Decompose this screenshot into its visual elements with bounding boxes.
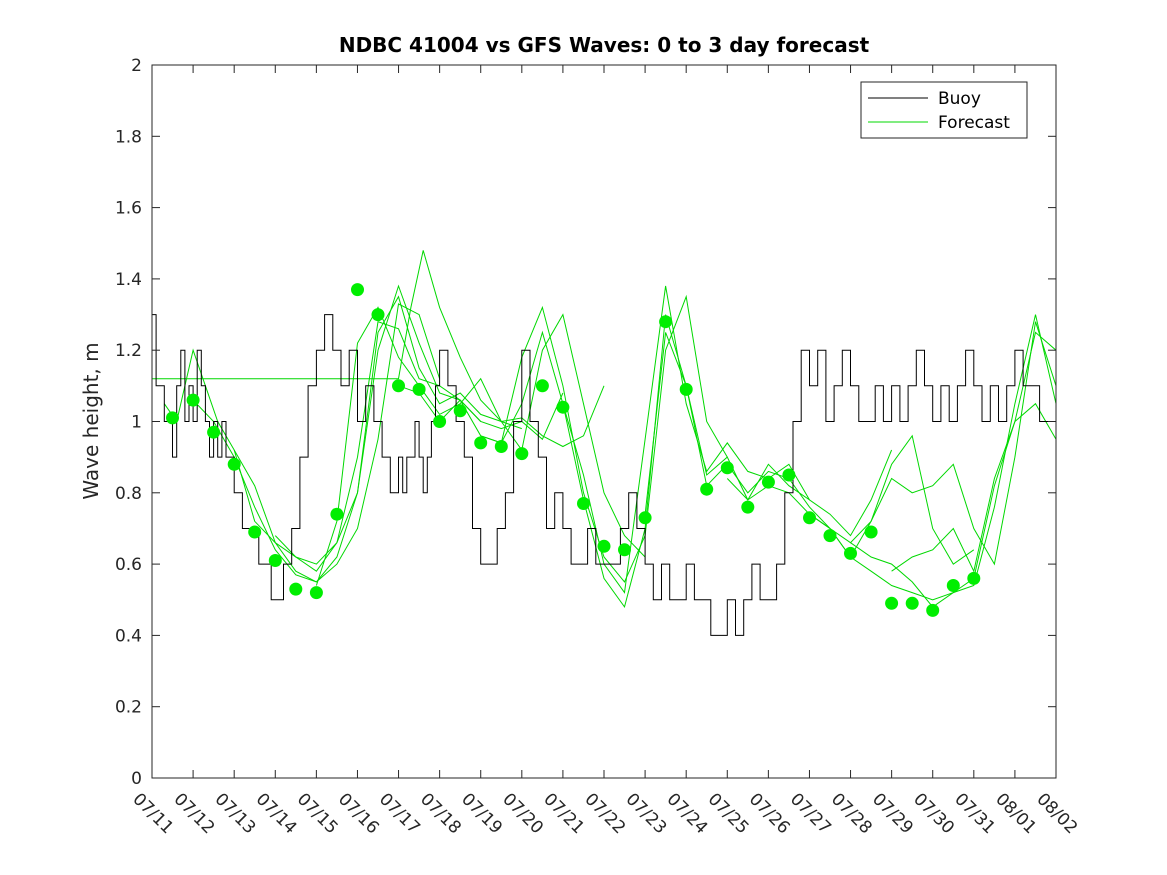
forecast-marker xyxy=(474,436,488,450)
forecast-track-line xyxy=(562,285,893,594)
forecast-marker xyxy=(823,529,837,543)
forecast-track-line xyxy=(850,314,1056,608)
forecast-marker xyxy=(268,554,282,567)
chart-title: NDBC 41004 vs GFS Waves: 0 to 3 day fore… xyxy=(339,33,870,57)
legend: Buoy Forecast xyxy=(860,81,1028,139)
y-tick-label: 1.2 xyxy=(115,341,142,361)
y-tick-label: 2 xyxy=(131,56,142,76)
forecast-track-line xyxy=(644,332,975,565)
forecast-marker xyxy=(392,379,405,393)
forecast-marker xyxy=(597,539,611,553)
forecast-marker xyxy=(720,461,734,475)
forecast-track-line xyxy=(152,250,605,448)
forecast-track-line xyxy=(398,294,728,583)
y-axis: 0 0.2 0.4 0.6 0.8 1 1.2 1.4 1.6 1.8 2 xyxy=(115,56,1056,789)
forecast-marker xyxy=(351,283,364,297)
y-tick-label: 1 xyxy=(131,413,142,433)
forecast-marker xyxy=(227,457,241,471)
y-tick-label: 1.8 xyxy=(115,127,142,147)
forecast-tracks xyxy=(152,250,1056,609)
plot-area xyxy=(151,64,1057,779)
buoy-series xyxy=(152,314,1056,636)
forecast-marker xyxy=(248,525,262,539)
forecast-marker xyxy=(433,415,447,428)
forecast-marker xyxy=(864,525,878,539)
legend-buoy-label: Buoy xyxy=(938,89,981,109)
forecast-marker xyxy=(659,315,673,329)
buoy-line xyxy=(152,314,1056,636)
forecast-markers xyxy=(166,283,981,617)
forecast-track-line xyxy=(315,306,646,586)
y-tick-label: 1.4 xyxy=(115,270,142,290)
forecast-marker xyxy=(967,571,981,585)
forecast-marker xyxy=(371,308,385,322)
forecast-marker xyxy=(309,586,323,600)
forecast-marker xyxy=(885,596,899,610)
forecast-marker xyxy=(905,596,919,610)
y-tick-label: 0.8 xyxy=(115,484,142,504)
forecast-marker xyxy=(618,543,631,557)
y-axis-label: Wave height, m xyxy=(79,342,103,499)
forecast-marker xyxy=(535,379,549,393)
forecast-marker xyxy=(166,411,179,425)
legend-forecast-label: Forecast xyxy=(938,113,1010,133)
forecast-marker xyxy=(330,507,344,521)
y-tick-label: 0.2 xyxy=(115,698,142,718)
forecast-marker xyxy=(946,579,960,592)
legend-box xyxy=(860,81,1028,139)
y-tick-label: 0 xyxy=(131,769,142,789)
forecast-marker xyxy=(207,425,221,439)
forecast-marker xyxy=(761,475,775,489)
y-tick-label: 0.6 xyxy=(115,555,142,575)
forecast-marker xyxy=(453,404,467,418)
forecast-marker xyxy=(741,500,755,514)
forecast-marker xyxy=(289,582,303,596)
forecast-marker xyxy=(803,511,816,525)
forecast-track-line xyxy=(891,402,1056,573)
forecast-track-line xyxy=(163,303,441,583)
forecast-marker xyxy=(577,497,590,510)
forecast-marker xyxy=(782,468,796,482)
forecast-marker xyxy=(638,511,652,525)
forecast-marker xyxy=(556,400,570,414)
forecast-track-line xyxy=(233,295,522,565)
forecast-marker xyxy=(494,440,508,453)
forecast-marker xyxy=(700,482,714,496)
y-tick-label: 0.4 xyxy=(115,626,142,646)
forecast-marker xyxy=(844,546,857,560)
forecast-marker xyxy=(679,382,693,396)
forecast-marker xyxy=(186,393,200,407)
forecast-marker xyxy=(412,382,426,396)
forecast-marker xyxy=(515,447,529,461)
forecast-marker xyxy=(926,603,940,617)
y-tick-label: 1.6 xyxy=(115,199,142,219)
forecast-track-line xyxy=(726,321,1056,566)
forecast-track-line xyxy=(274,321,564,572)
